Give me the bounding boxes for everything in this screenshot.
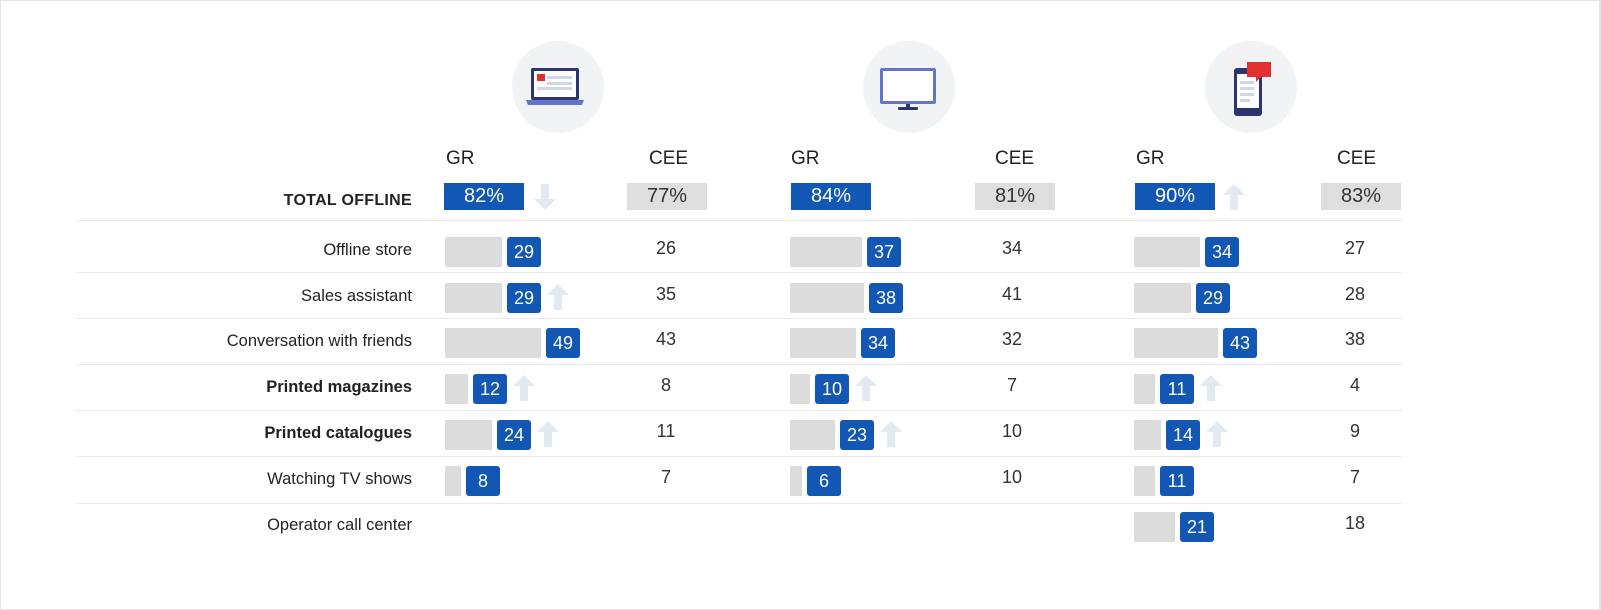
- cee-value: 18: [1344, 513, 1366, 533]
- cee-value: 41: [1001, 284, 1023, 304]
- trend-up-arrow: [880, 421, 902, 447]
- cee-value: 7: [1349, 467, 1360, 487]
- gr-bar: [790, 466, 802, 496]
- cee-value: 26: [655, 238, 677, 258]
- gr-value-badge: 14: [1166, 420, 1200, 450]
- cee-value: 7: [660, 467, 671, 487]
- cee-value: 28: [1344, 284, 1366, 304]
- cee-value: 35: [655, 284, 677, 304]
- gr-value-badge: 49: [546, 328, 580, 358]
- cee-value: 11: [656, 421, 676, 441]
- gr-value-badge: 11: [1160, 374, 1194, 404]
- gr-bar: [445, 374, 468, 404]
- gr-value-badge: 12: [473, 374, 507, 404]
- gr-value-badge: 29: [1196, 283, 1230, 313]
- column-header-cee-3: CEE: [1337, 148, 1377, 169]
- gr-bar: [445, 328, 541, 358]
- gr-value-badge: 34: [861, 328, 895, 358]
- row-label: Offline store: [323, 241, 412, 259]
- row-label: Conversation with friends: [226, 332, 412, 350]
- trend-up-arrow: [513, 375, 535, 401]
- row-separator: [76, 410, 1402, 411]
- row-separator: [76, 220, 1402, 221]
- trend-up-arrow: [537, 421, 559, 447]
- cee-value: 10: [1001, 467, 1023, 487]
- gr-value-badge: 43: [1223, 328, 1257, 358]
- gr-value-badge: 23: [840, 420, 874, 450]
- monitor-icon: [863, 41, 955, 133]
- total-trend-up-arrow: [1223, 184, 1245, 210]
- gr-bar: [790, 420, 835, 450]
- gr-bar: [445, 237, 502, 267]
- total-gr-value-3: 90%: [1135, 183, 1215, 210]
- laptop-icon: [512, 41, 604, 133]
- gr-bar: [1134, 420, 1161, 450]
- trend-up-arrow: [1206, 421, 1228, 447]
- row-separator: [76, 364, 1402, 365]
- column-header-cee-2: CEE: [995, 148, 1035, 169]
- gr-value-badge: 10: [815, 374, 849, 404]
- gr-bar: [445, 283, 502, 313]
- gr-bar: [1134, 237, 1200, 267]
- gr-bar: [790, 283, 864, 313]
- row-separator: [76, 456, 1402, 457]
- gr-bar: [1134, 283, 1191, 313]
- total-trend-down-arrow: [534, 184, 556, 210]
- cee-value: 8: [660, 375, 671, 395]
- cee-value: 9: [1349, 421, 1360, 441]
- cee-value: 27: [1344, 238, 1366, 258]
- cee-value: 4: [1349, 375, 1360, 395]
- gr-value-badge: 8: [466, 466, 500, 496]
- column-header-gr-2: GR: [791, 148, 820, 169]
- gr-value-badge: 6: [807, 466, 841, 496]
- column-header-gr-1: GR: [446, 148, 475, 169]
- gr-value-badge: 34: [1205, 237, 1239, 267]
- smartphone-icon: [1205, 41, 1297, 133]
- gr-bar: [790, 328, 856, 358]
- gr-bar: [790, 374, 810, 404]
- row-label: Printed catalogues: [264, 424, 412, 442]
- gr-value-badge: 21: [1180, 512, 1214, 542]
- gr-bar: [1134, 512, 1175, 542]
- total-gr-value-1: 82%: [444, 183, 524, 210]
- gr-bar: [1134, 374, 1155, 404]
- gr-value-badge: 24: [497, 420, 531, 450]
- row-separator: [76, 503, 1402, 504]
- gr-bar: [445, 420, 492, 450]
- gr-value-badge: 37: [867, 237, 901, 267]
- gr-value-badge: 29: [507, 283, 541, 313]
- gr-bar: [790, 237, 862, 267]
- column-header-gr-3: GR: [1136, 148, 1165, 169]
- trend-up-arrow: [547, 284, 569, 310]
- row-separator: [76, 318, 1402, 319]
- total-cee-value-1: 77%: [627, 183, 707, 210]
- row-label: Printed magazines: [266, 378, 412, 396]
- row-label: Watching TV shows: [267, 470, 412, 488]
- gr-value-badge: 11: [1160, 466, 1194, 496]
- column-header-cee-1: CEE: [649, 148, 689, 169]
- row-label: Operator call center: [267, 516, 412, 534]
- gr-bar: [1134, 328, 1218, 358]
- cee-value: 38: [1344, 329, 1366, 349]
- gr-bar: [445, 466, 461, 496]
- cee-value: 43: [655, 329, 677, 349]
- cee-value: 32: [1001, 329, 1023, 349]
- gr-value-badge: 38: [869, 283, 903, 313]
- total-cee-value-2: 81%: [975, 183, 1055, 210]
- cee-value: 7: [1006, 375, 1017, 395]
- cee-value: 10: [1001, 421, 1023, 441]
- gr-value-badge: 29: [507, 237, 541, 267]
- row-label: Sales assistant: [301, 287, 412, 305]
- gr-bar: [1134, 466, 1155, 496]
- trend-up-arrow: [855, 375, 877, 401]
- row-separator: [76, 272, 1402, 273]
- total-offline-label: TOTAL OFFLINE: [283, 192, 412, 209]
- total-cee-value-3: 83%: [1321, 183, 1401, 210]
- total-gr-value-2: 84%: [791, 183, 871, 210]
- trend-up-arrow: [1200, 375, 1222, 401]
- cee-value: 34: [1001, 238, 1023, 258]
